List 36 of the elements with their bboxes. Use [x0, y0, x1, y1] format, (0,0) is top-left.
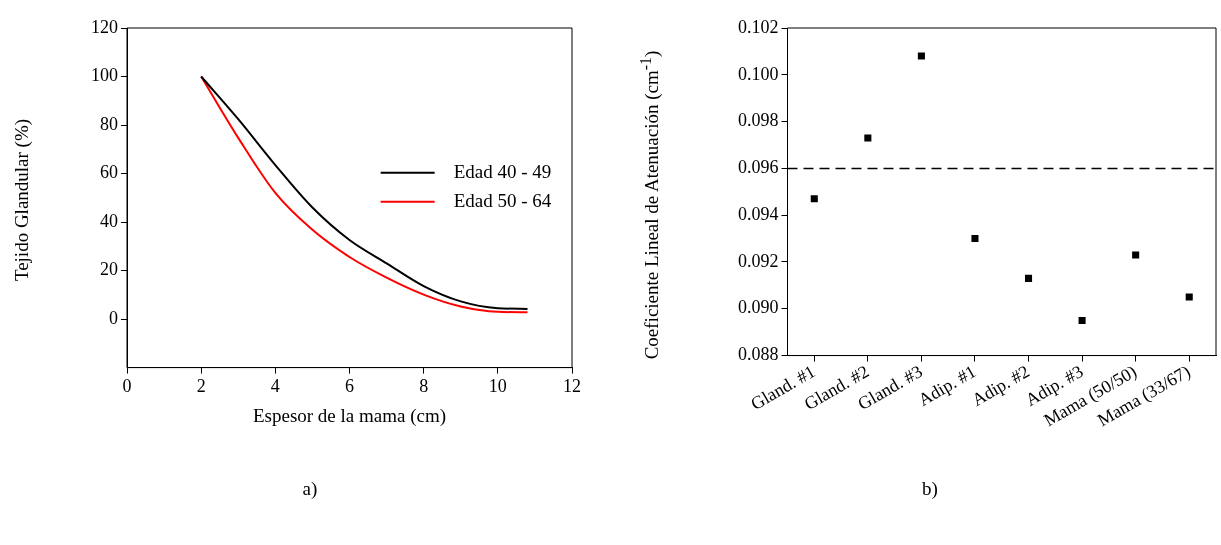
- legend-label: Edad 50 - 64: [453, 189, 552, 211]
- point: [1078, 316, 1086, 324]
- x-tick-label: 10: [488, 376, 507, 397]
- point: [1185, 293, 1193, 301]
- x-tick-label: 0: [122, 376, 132, 397]
- text: a): [302, 478, 318, 500]
- y-tick-label: 100: [91, 65, 118, 86]
- y-tick-label: 120: [91, 16, 118, 37]
- x-tick-label: 8: [419, 376, 429, 397]
- x-tick-label: 4: [270, 376, 280, 397]
- x-tick-label: 12: [563, 376, 581, 397]
- y-tick-label: 0.094: [738, 203, 779, 224]
- y-tick-label: 0.092: [738, 250, 779, 271]
- y-tick-label: 0.096: [738, 157, 779, 178]
- y-tick-label: 0: [109, 307, 118, 328]
- point: [1025, 274, 1033, 282]
- point: [864, 134, 872, 142]
- y-tick-label: 0.102: [738, 16, 779, 37]
- text: b): [922, 478, 938, 500]
- y-tick-label: 0.100: [738, 63, 779, 84]
- y-tick-label: 0.098: [738, 110, 779, 131]
- y-tick-label: 60: [100, 162, 118, 183]
- y-tick-label: 0.090: [738, 297, 779, 318]
- y-tick-label: 80: [100, 113, 118, 134]
- y-tick-label: 0.088: [738, 344, 779, 365]
- y-tick-label: 20: [100, 259, 118, 280]
- x-tick-label: 2: [196, 376, 206, 397]
- x-tick-label: 6: [345, 376, 354, 397]
- point: [917, 52, 925, 60]
- point: [971, 235, 979, 243]
- point: [810, 195, 818, 203]
- x-axis-title: Espesor de la mama (cm): [252, 404, 447, 427]
- y-tick-label: 40: [100, 210, 118, 231]
- y-axis-title: Tejido Glandular (%): [11, 118, 33, 282]
- legend-label: Edad 40 - 49: [453, 160, 552, 182]
- point: [1132, 251, 1140, 259]
